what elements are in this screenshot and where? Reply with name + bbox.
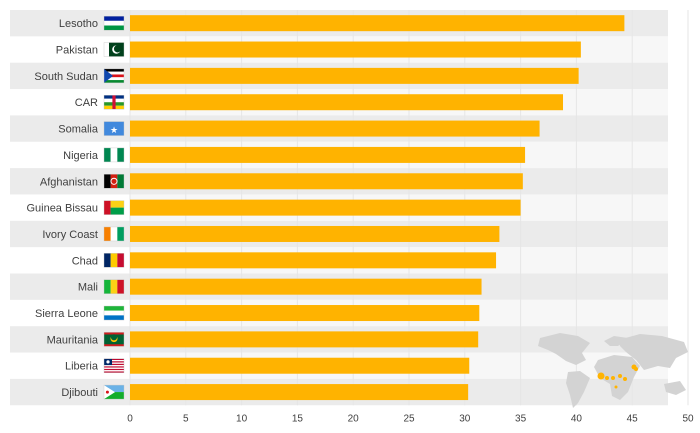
bar bbox=[130, 357, 470, 374]
bar bbox=[130, 384, 469, 401]
mali-flag-icon bbox=[103, 279, 125, 294]
category-label: Nigeria bbox=[63, 150, 99, 162]
x-tick-label: 45 bbox=[627, 413, 639, 424]
bar bbox=[130, 225, 500, 242]
bar bbox=[130, 252, 497, 269]
lesotho-flag-icon bbox=[103, 15, 125, 31]
bar bbox=[130, 199, 521, 216]
bar bbox=[130, 15, 625, 32]
mauritania-flag-icon bbox=[103, 332, 125, 347]
guinea-bissau-flag-icon bbox=[103, 200, 125, 215]
category-label: Chad bbox=[72, 255, 98, 267]
category-label: Djibouti bbox=[61, 387, 98, 399]
nigeria-flag-icon bbox=[103, 147, 125, 163]
bar bbox=[130, 120, 540, 137]
car-flag-icon bbox=[103, 95, 125, 110]
x-tick-label: 5 bbox=[183, 413, 189, 424]
south-sudan-flag-icon bbox=[103, 68, 125, 84]
category-labels: Lesotho Pakistan South Sudan CAR Somalia Nige… bbox=[26, 18, 98, 399]
flags: ★ bbox=[103, 15, 125, 400]
afghanistan-flag-icon bbox=[103, 174, 125, 189]
category-label: Mauritania bbox=[47, 334, 99, 346]
bar bbox=[130, 305, 480, 322]
x-tick-labels: 0 5 10 15 20 25 30 35 40 45 50 bbox=[127, 413, 694, 424]
djibouti-flag-icon bbox=[103, 384, 125, 400]
x-tick-label: 50 bbox=[682, 413, 694, 424]
category-label: Ivory Coast bbox=[42, 229, 98, 241]
pakistan-flag-icon bbox=[103, 42, 125, 57]
bars bbox=[130, 15, 625, 401]
x-tick-label: 15 bbox=[292, 413, 304, 424]
bar bbox=[130, 146, 526, 163]
bar bbox=[130, 41, 581, 58]
category-label: Somalia bbox=[58, 124, 99, 136]
bar bbox=[130, 278, 482, 295]
sierra-leone-flag-icon bbox=[103, 305, 125, 321]
category-label: Pakistan bbox=[56, 45, 98, 57]
category-label: Lesotho bbox=[59, 18, 98, 30]
x-tick-label: 0 bbox=[127, 413, 133, 424]
category-label: Sierra Leone bbox=[35, 308, 98, 320]
category-label: Mali bbox=[78, 282, 98, 294]
bar bbox=[130, 331, 479, 348]
x-tick-label: 25 bbox=[403, 413, 415, 424]
category-label: Guinea Bissau bbox=[26, 203, 98, 215]
x-tick-label: 35 bbox=[515, 413, 527, 424]
chad-flag-icon bbox=[103, 253, 125, 268]
world-map-icon bbox=[538, 333, 688, 408]
x-tick-label: 10 bbox=[236, 413, 248, 424]
category-label: CAR bbox=[75, 97, 98, 109]
bar bbox=[130, 67, 579, 84]
svg-text:★: ★ bbox=[110, 125, 118, 135]
somalia-flag-icon: ★ bbox=[103, 121, 125, 136]
x-tick-label: 40 bbox=[571, 413, 583, 424]
ivory-coast-flag-icon bbox=[103, 226, 125, 242]
x-tick-label: 20 bbox=[348, 413, 360, 424]
category-label: Liberia bbox=[65, 361, 99, 373]
liberia-flag-icon bbox=[103, 358, 125, 373]
x-tick-label: 30 bbox=[459, 413, 471, 424]
category-label: Afghanistan bbox=[40, 176, 98, 188]
bar bbox=[130, 94, 564, 111]
category-label: South Sudan bbox=[34, 71, 98, 83]
bar bbox=[130, 173, 523, 190]
